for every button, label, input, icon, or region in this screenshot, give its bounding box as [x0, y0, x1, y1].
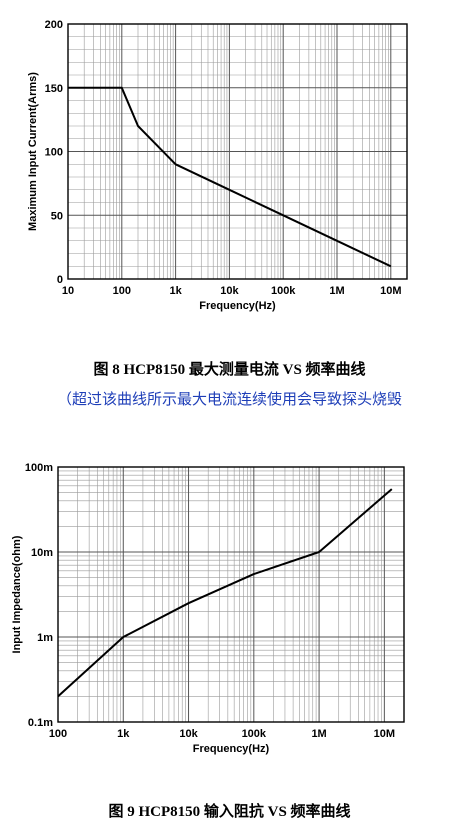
series-line	[57, 488, 393, 698]
y-tick-label: 200	[45, 19, 63, 31]
y-tick-label: 50	[51, 210, 63, 222]
x-tick-label: 100	[49, 728, 67, 740]
x-tick-label: 1k	[169, 285, 182, 297]
x-tick-label: 100k	[242, 728, 267, 740]
x-tick-label: 10k	[179, 728, 198, 740]
chart-max-current-svg: 10 100 1k 10k 100k 1M 10M 0 50 100 150 200 Frequency…	[27, 19, 408, 312]
x-tick-label: 10k	[220, 285, 239, 297]
x-tick-label: 10	[62, 285, 74, 297]
chart-input-impedance: 100 1k 10k 100k 1M 10M 0.1m 1m 10m 100m Frequency(…	[0, 450, 459, 770]
x-tick-label: 10M	[380, 285, 401, 297]
y-tick-label: 10m	[31, 547, 53, 559]
y-tick-label: 150	[45, 83, 63, 95]
y-tick-label: 100	[45, 147, 63, 159]
y-tick-label: 100m	[25, 462, 53, 474]
figure-8-caption: 图 8 HCP8150 最大测量电流 VS 频率曲线	[93, 362, 366, 378]
chart-input-impedance-svg: 100 1k 10k 100k 1M 10M 0.1m 1m 10m 100m Frequency(…	[11, 462, 405, 755]
x-tick-label: 1M	[329, 285, 344, 297]
plot-frame	[67, 23, 408, 280]
x-tick-label: 10M	[374, 728, 395, 740]
y-tick-label: 0	[57, 274, 63, 286]
y-tick-label: 0.1m	[28, 717, 53, 729]
x-tick-label: 100k	[271, 285, 296, 297]
x-axis-label: Frequency(Hz)	[193, 743, 270, 755]
x-tick-label: 100	[113, 285, 131, 297]
y-axis-label: Input Impedance(ohm)	[11, 535, 23, 653]
x-axis-label: Frequency(Hz)	[199, 300, 276, 312]
x-tick-label: 1k	[117, 728, 130, 740]
plot-frame	[57, 466, 405, 723]
chart-max-current: 10 100 1k 10k 100k 1M 10M 0 50 100 150 200 Frequency…	[0, 0, 459, 320]
figure-9-caption: 图 9 HCP8150 输入阻抗 VS 频率曲线	[108, 804, 351, 820]
series-line	[68, 86, 392, 268]
figure-8-note: （超过该曲线所示最大电流连续使用会导致探头烧毁	[56, 390, 402, 408]
y-axis-label: Maximum Input Current(Arms)	[27, 72, 39, 231]
x-tick-label: 1M	[311, 728, 326, 740]
y-tick-label: 1m	[37, 632, 53, 644]
